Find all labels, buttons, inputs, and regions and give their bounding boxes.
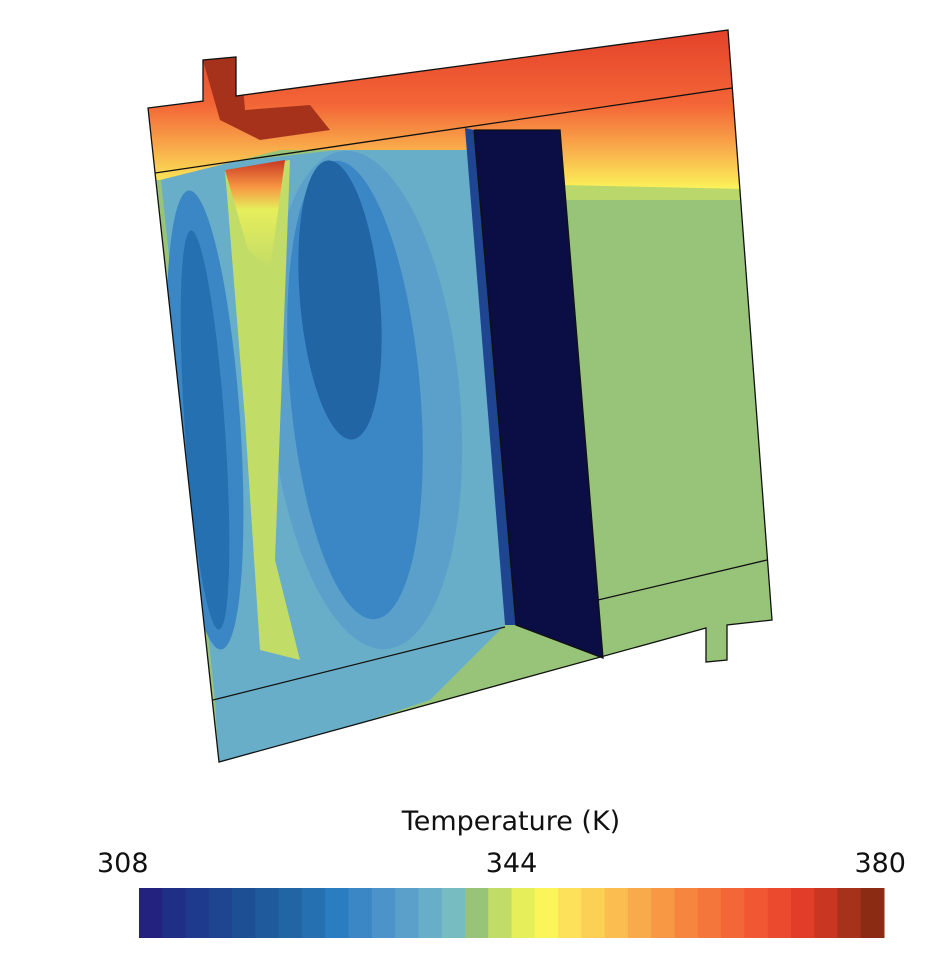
- colorbar-segment: [371, 888, 396, 938]
- colorbar-segment: [674, 888, 699, 938]
- colorbar-segment: [348, 888, 373, 938]
- colorbar-segment: [208, 888, 233, 938]
- colorbar-segment: [301, 888, 326, 938]
- colorbar-segment: [232, 888, 256, 938]
- colorbar-segment: [511, 888, 536, 938]
- colorbar-segment: [325, 888, 350, 938]
- colorbar-segment: [627, 888, 652, 938]
- colorbar-segment: [837, 888, 862, 938]
- colorbar-segment: [767, 888, 792, 938]
- colorbar-segment: [464, 888, 489, 938]
- colorbar-segment: [418, 888, 443, 938]
- domain-outline: [147, 29, 773, 763]
- colorbar-segment: [255, 888, 280, 938]
- colorbar-segment: [790, 888, 815, 938]
- colorbar-segment: [162, 888, 187, 938]
- colorbar-title: Temperature (K): [401, 806, 620, 837]
- colorbar-segment: [814, 888, 838, 938]
- colorbar: 308 344 380: [97, 848, 906, 938]
- colorbar-segment: [441, 888, 466, 938]
- colorbar-segment: [488, 888, 512, 938]
- contour-field: [148, 30, 772, 762]
- colorbar-segment: [558, 888, 582, 938]
- colorbar-segment: [744, 888, 769, 938]
- colorbar-segment: [697, 888, 722, 938]
- colorbar-segment: [139, 888, 163, 938]
- colorbar-segment: [534, 888, 559, 938]
- colorbar-tick-label: 344: [486, 848, 538, 879]
- colorbar-segment: [395, 888, 419, 938]
- colorbar-tick-label: 380: [854, 848, 906, 879]
- colorbar-segment: [581, 888, 606, 938]
- colorbar-segment: [651, 888, 675, 938]
- colorbar-segment: [604, 888, 629, 938]
- colorbar-tick-label: 308: [97, 848, 149, 879]
- colorbar-segment: [185, 888, 210, 938]
- colorbar-segment: [860, 888, 885, 938]
- colorbar-segment: [278, 888, 303, 938]
- colorbar-segment: [721, 888, 745, 938]
